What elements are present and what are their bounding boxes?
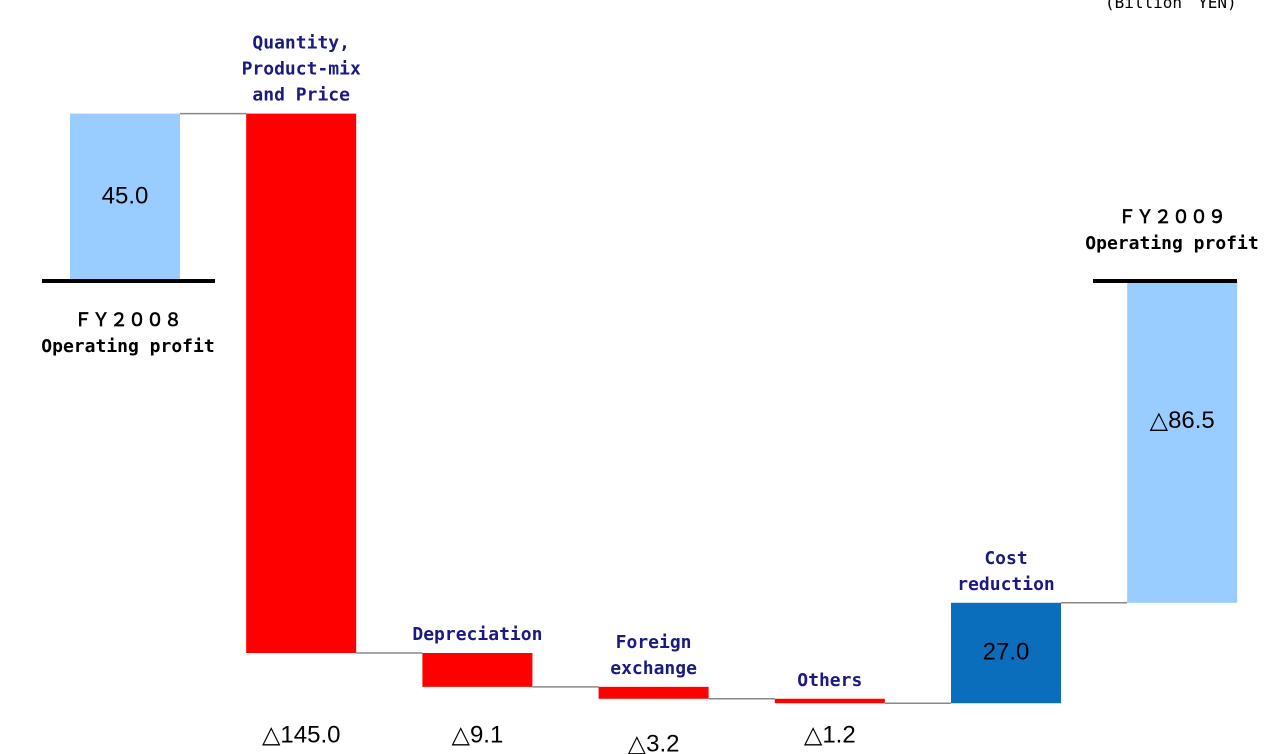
category-label: ＦＹ２００９	[1118, 207, 1226, 228]
value-label: △9.1	[451, 721, 503, 748]
category-label: Operating profit	[41, 336, 214, 357]
category-label: ＦＹ２００８	[74, 310, 182, 331]
bar	[246, 113, 357, 654]
value-label: 27.0	[983, 638, 1030, 665]
unit-label: (Billion YEN)	[1105, 0, 1237, 12]
category-label: Quantity,	[252, 33, 350, 54]
value-label: △86.5	[1150, 407, 1215, 434]
category-label: reduction	[957, 574, 1055, 595]
value-label: 45.0	[102, 183, 149, 210]
category-label: Cost	[984, 548, 1027, 569]
bar	[1127, 281, 1238, 603]
bar	[774, 698, 885, 704]
category-label: Depreciation	[412, 624, 542, 645]
value-label: △3.2	[628, 730, 680, 754]
bar	[598, 686, 709, 699]
value-label: △145.0	[262, 721, 341, 748]
bar	[422, 653, 533, 687]
value-label: △1.2	[804, 721, 856, 748]
category-label: Foreign	[616, 632, 692, 653]
bar	[70, 113, 180, 281]
category-label: exchange	[610, 658, 697, 679]
bar	[951, 602, 1061, 704]
category-label: Product-mix	[242, 59, 361, 80]
category-label: Others	[797, 670, 862, 691]
category-label: Operating profit	[1085, 233, 1258, 254]
category-label: and Price	[252, 85, 350, 106]
